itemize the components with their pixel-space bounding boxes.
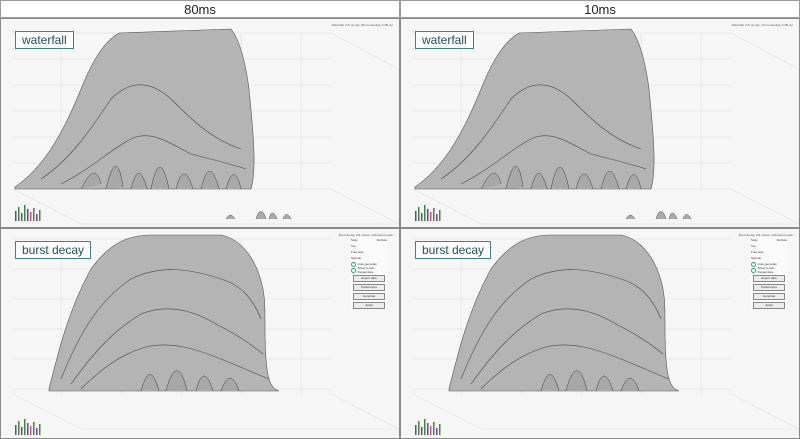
burst-decay-10ms-panel: burst decay Burst decay, 1/6 octave, 100… — [400, 228, 800, 439]
sub-frequencies-option[interactable]: Show in sub-frequencies — [351, 266, 387, 274]
preferences-button[interactable]: Preferences — [753, 284, 785, 291]
freq-axis-label: Freq axis — [351, 250, 364, 254]
panel-info: Burst decay, 1/6 octave, 100 period span — [738, 233, 793, 237]
generate-button[interactable]: Generate — [753, 293, 785, 300]
radio-icon — [751, 267, 756, 273]
apply-button[interactable]: Apply — [353, 302, 385, 309]
burst-decay-surface — [48, 234, 280, 392]
panel-info: Waterfall, 0.5 ms rise, 80 ms window, 2 … — [331, 23, 393, 27]
control-box: Style Surface Top Freq axis Sample Auto g… — [351, 237, 387, 309]
burst-decay-80ms-plot — [12, 234, 399, 435]
preferences-button[interactable]: Preferences — [353, 284, 385, 291]
freq-axis-label: Freq axis — [751, 250, 764, 254]
waterfall-surface — [14, 28, 255, 190]
style-label: Style — [351, 238, 358, 242]
top-label: Top — [351, 244, 356, 248]
column-header-10ms: 10ms — [400, 0, 800, 18]
sample-label: Sample — [751, 256, 762, 260]
radio-icon — [351, 267, 356, 273]
level-bars — [415, 419, 441, 435]
control-box: Style Surface Top Freq axis Sample Auto g… — [751, 237, 787, 309]
burst-decay-surface — [448, 234, 680, 392]
export-data-button[interactable]: Export data — [753, 275, 785, 282]
waterfall-10ms-panel: waterfall Waterfall, 0.5 ms rise, 10 ms … — [400, 18, 800, 228]
panel-tag: burst decay — [415, 241, 492, 259]
panel-info: Burst decay, 1/6 octave, 100 period span — [338, 233, 393, 237]
style-label: Style — [751, 238, 758, 242]
export-data-button[interactable]: Export data — [353, 275, 385, 282]
style-select[interactable]: Surface — [376, 238, 387, 242]
waterfall-10ms-plot — [412, 28, 799, 225]
waterfall-surface — [414, 28, 655, 190]
style-select[interactable]: Surface — [776, 238, 787, 242]
burst-decay-80ms-panel: burst decay Burst decay, 1/6 octave, 100… — [0, 228, 400, 439]
top-label: Top — [751, 244, 756, 248]
panel-tag: waterfall — [15, 31, 74, 49]
sample-label: Sample — [351, 256, 362, 260]
radio-icon — [751, 261, 756, 267]
column-header-80ms: 80ms — [0, 0, 400, 18]
level-bars — [415, 205, 441, 221]
auto-generate-option[interactable]: Auto generate — [351, 261, 387, 267]
level-bars — [15, 419, 41, 435]
sub-frequencies-option[interactable]: Show in sub-frequencies — [751, 266, 787, 274]
auto-generate-option[interactable]: Auto generate — [751, 261, 787, 267]
generate-button[interactable]: Generate — [353, 293, 385, 300]
waterfall-80ms-panel: waterfall Waterfall, 0.5 ms rise, 80 ms … — [0, 18, 400, 228]
waterfall-80ms-plot — [12, 28, 399, 225]
panel-info: Waterfall, 0.5 ms rise, 10 ms window, 2 … — [731, 23, 793, 27]
panel-tag: burst decay — [15, 241, 92, 259]
radio-icon — [351, 261, 356, 267]
apply-button[interactable]: Apply — [753, 302, 785, 309]
panel-tag: waterfall — [415, 31, 474, 49]
level-bars — [15, 205, 41, 221]
burst-decay-10ms-plot — [412, 234, 799, 435]
